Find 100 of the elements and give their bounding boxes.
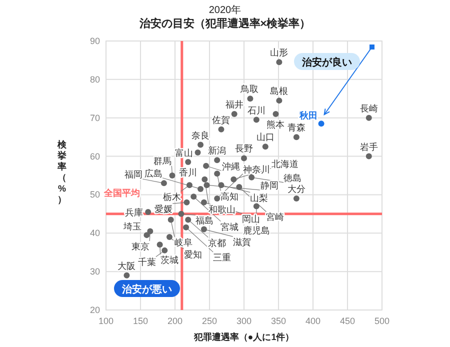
point	[203, 162, 210, 169]
point	[204, 182, 210, 188]
annotation: 兵庫	[125, 208, 144, 218]
point	[231, 111, 238, 118]
annotation: 神奈川	[242, 164, 270, 174]
annotation: 北海道	[271, 158, 298, 169]
y-axis-title: 検挙率（%）	[56, 140, 68, 204]
annotation: 東京	[132, 242, 150, 252]
annotation: 愛媛	[154, 204, 173, 214]
point	[214, 196, 220, 202]
annotation: 福井	[225, 100, 244, 110]
annotation: 宮城	[220, 222, 239, 232]
x-tick-label: 300	[236, 316, 252, 326]
y-tick-label: 20	[90, 305, 100, 315]
point	[200, 226, 207, 232]
point	[144, 232, 150, 238]
point	[162, 247, 168, 254]
point	[366, 114, 372, 121]
annotation: 鳥取	[240, 84, 259, 94]
annotation: 山形	[270, 48, 288, 58]
point	[218, 182, 224, 188]
annotation: 京都	[208, 238, 226, 248]
annotation: 大阪	[118, 260, 136, 271]
point	[293, 196, 300, 202]
legend-label: 秋田	[298, 110, 318, 121]
point	[183, 224, 190, 230]
x-tick-label: 450	[340, 316, 356, 326]
annotation: 広島	[144, 168, 162, 178]
x-tick-label: 100	[98, 316, 114, 326]
point	[166, 234, 172, 240]
annotation: 栃木	[162, 192, 181, 202]
point	[214, 170, 220, 177]
point	[293, 134, 300, 140]
annotation: 島根	[270, 86, 288, 96]
point	[247, 96, 254, 102]
point	[236, 184, 242, 190]
point	[160, 180, 167, 186]
y-tick-label: 60	[90, 151, 100, 162]
annotation: 福岡	[124, 170, 142, 180]
annotation: 岡山	[242, 214, 260, 224]
annotation: 愛知	[184, 249, 202, 260]
annotation: 沖縄	[222, 161, 240, 172]
annotation: 滋賀	[232, 237, 251, 248]
point	[190, 194, 197, 200]
y-tick-label: 30	[90, 266, 100, 277]
annotation: 佐賀	[212, 114, 230, 125]
x-tick-label: 150	[132, 316, 148, 326]
annotation: 岩手	[360, 142, 378, 152]
y-tick-label: 70	[90, 112, 100, 123]
annotation: 山口	[256, 132, 274, 142]
annotation: 石川	[247, 105, 266, 116]
annotation: 高知	[220, 191, 239, 202]
point	[253, 116, 260, 123]
x-tick-label: 250	[202, 316, 218, 326]
ref-line-label: 全国平均	[103, 188, 140, 198]
point	[186, 182, 192, 188]
point	[198, 186, 204, 192]
annotation: 岐阜	[174, 237, 192, 248]
annotation: 山梨	[250, 192, 268, 203]
annotation: 熊本	[266, 120, 285, 130]
point	[178, 210, 184, 217]
point	[185, 159, 192, 166]
chart-title: 治安の目安（犯罪遭遇率×検挙率）	[138, 17, 311, 30]
annotation: 千葉	[138, 257, 156, 268]
annotation: 福島	[195, 216, 214, 226]
point	[202, 176, 208, 182]
annotation: 新潟	[208, 146, 226, 156]
annotation: 徳島	[284, 172, 302, 183]
point	[366, 153, 372, 160]
chart-subtitle: 2020年	[208, 4, 242, 16]
x-tick-label: 400	[305, 316, 321, 326]
annotation: 治安が良い	[301, 56, 352, 68]
annotation: 茨城	[160, 254, 178, 265]
point	[214, 157, 220, 164]
annotation: 群馬	[154, 156, 172, 166]
x-tick-label: 350	[270, 316, 286, 326]
point	[156, 242, 163, 248]
annotation: 鹿児島	[242, 226, 270, 236]
x-axis-title: 犯罪遭遇率（●人に1件）	[192, 332, 294, 342]
point	[168, 216, 174, 223]
annotation: 大分	[287, 184, 306, 194]
annotation: 宮崎	[266, 212, 284, 222]
point	[276, 59, 282, 66]
point	[248, 174, 255, 180]
point	[145, 209, 152, 216]
annotation: 静岡	[260, 180, 279, 191]
point	[124, 272, 130, 278]
annotation: 埼玉	[122, 222, 142, 232]
point	[262, 144, 268, 150]
point	[184, 199, 190, 206]
point	[230, 176, 237, 182]
point	[169, 172, 176, 178]
annotation: 長野	[235, 144, 253, 154]
point	[147, 228, 154, 234]
y-tick-label: 80	[90, 74, 100, 84]
point	[198, 142, 204, 148]
annotation: 治安が悪い	[121, 284, 172, 296]
annotation: 長崎	[360, 103, 378, 114]
point	[253, 203, 260, 210]
y-tick-label: 50	[90, 190, 100, 200]
